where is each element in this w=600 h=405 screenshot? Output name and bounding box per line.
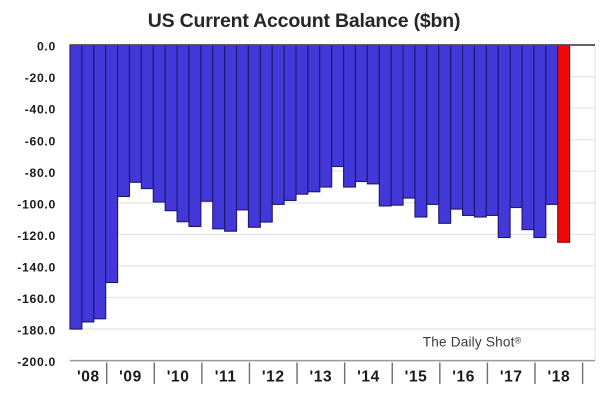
svg-text:'17: '17 [500,368,523,385]
svg-text:0.0: 0.0 [37,40,56,54]
svg-text:'13: '13 [309,368,332,385]
svg-text:'11: '11 [215,368,237,385]
svg-text:'08: '08 [77,368,100,385]
svg-text:-100.0: -100.0 [17,197,56,211]
svg-text:-20.0: -20.0 [25,71,56,85]
svg-text:'12: '12 [262,368,285,385]
svg-text:-120.0: -120.0 [17,229,56,243]
svg-text:-180.0: -180.0 [17,324,56,338]
svg-text:The Daily Shot®: The Daily Shot® [423,335,522,350]
svg-text:-40.0: -40.0 [25,103,56,117]
svg-text:-80.0: -80.0 [25,166,56,180]
svg-text:-140.0: -140.0 [17,261,56,275]
svg-text:'09: '09 [119,368,142,385]
svg-text:'10: '10 [167,368,190,385]
svg-text:-160.0: -160.0 [17,292,56,306]
svg-text:'14: '14 [357,368,380,385]
svg-text:-60.0: -60.0 [25,134,56,148]
svg-text:-200.0: -200.0 [17,355,56,369]
svg-text:'16: '16 [452,368,475,385]
svg-text:'15: '15 [405,368,428,385]
svg-text:'18: '18 [547,368,570,385]
svg-text:US Current Account Balance ($b: US Current Account Balance ($bn) [148,10,461,32]
